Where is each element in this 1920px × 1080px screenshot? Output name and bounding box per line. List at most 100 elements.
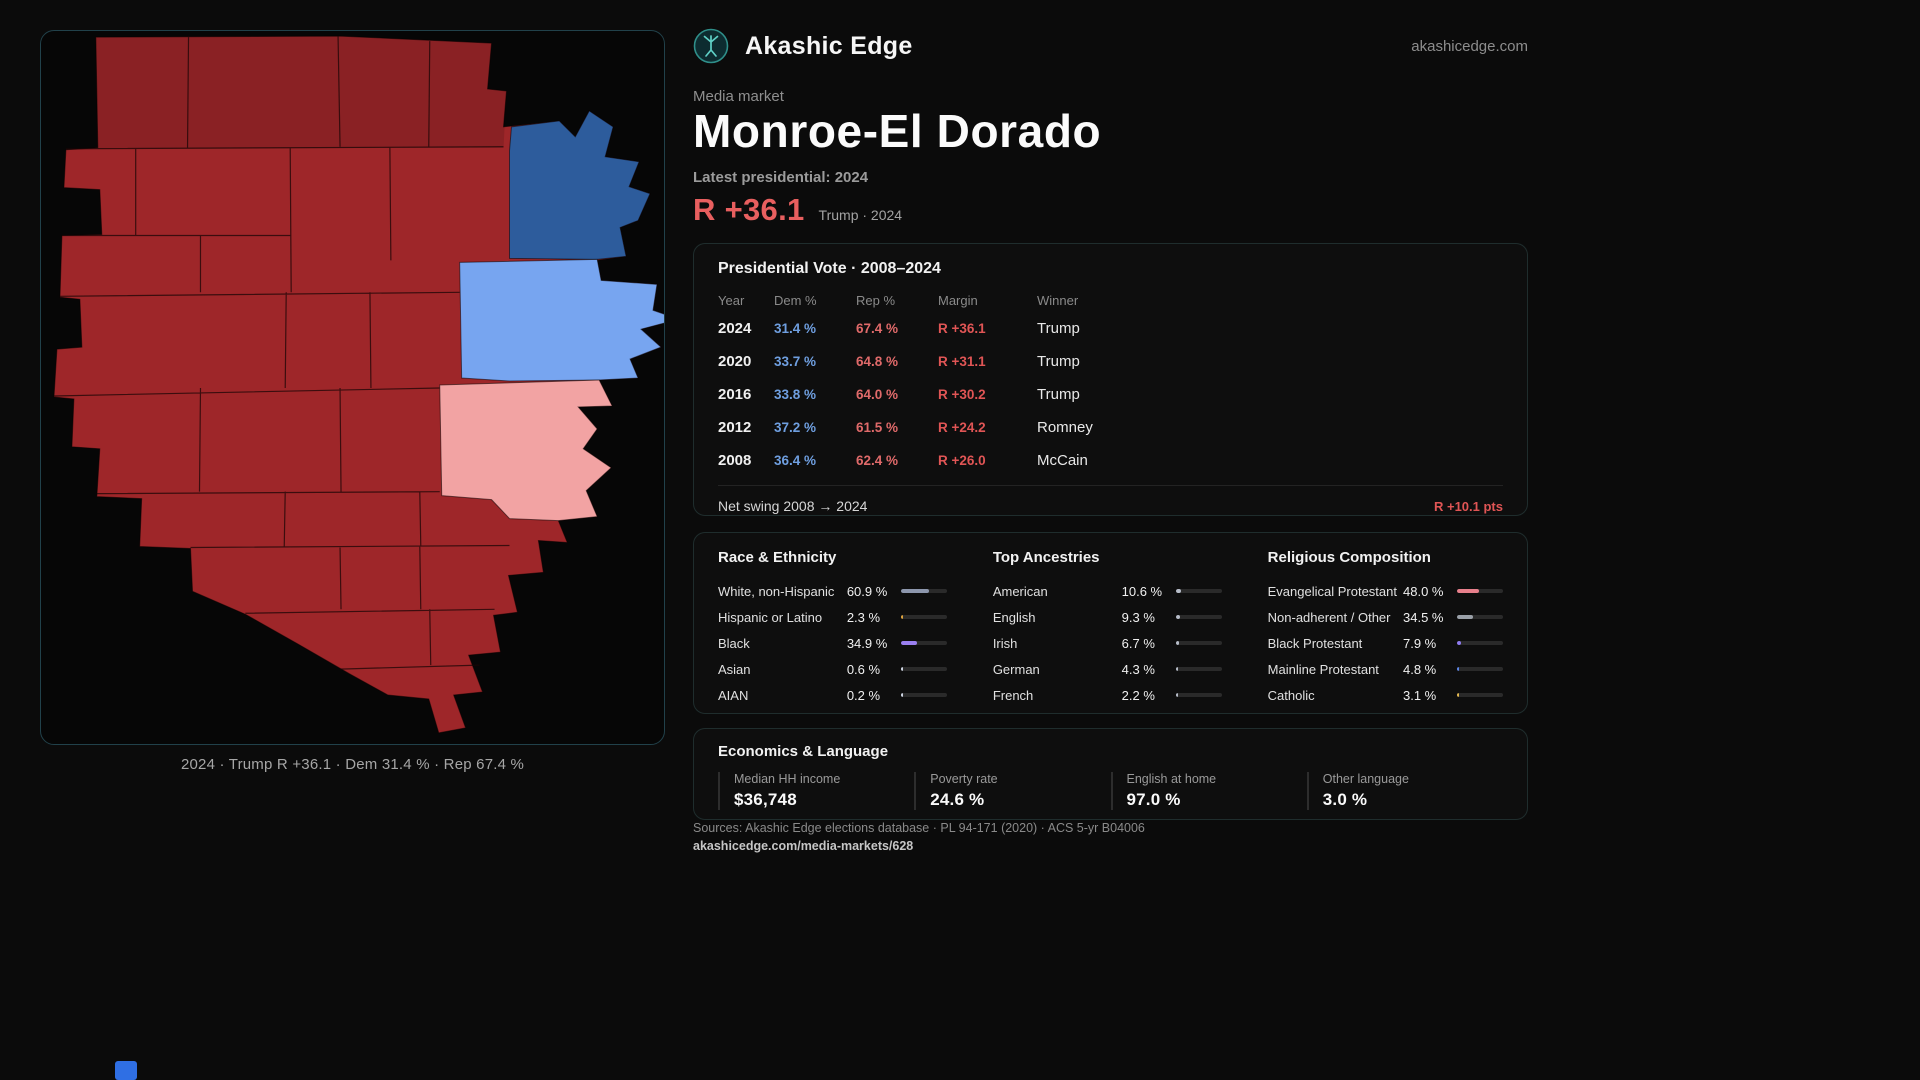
demo-row: Mainline Protestant 4.8 %: [1268, 656, 1503, 682]
stat-bar: [1175, 615, 1222, 619]
net-swing-label: Net swing 2008 → 2024: [718, 498, 868, 514]
demo-row: Irish 6.7 %: [993, 630, 1222, 656]
net-swing-row: Net swing 2008 → 2024 R +10.1 pts: [718, 485, 1503, 514]
county-borders: [53, 36, 510, 670]
winner: McCain: [1037, 452, 1088, 469]
akashic-edge-logo: [693, 28, 729, 64]
demo-row: Catholic 3.1 %: [1268, 682, 1503, 708]
map-shade-overlay: [65, 36, 507, 149]
vote-row-2012: 2012 37.2 % 61.5 % R +24.2 Romney: [718, 411, 1503, 444]
col-rep: Rep %: [856, 292, 896, 308]
dem-pct: 33.8 %: [774, 387, 817, 402]
stat-bar: [1175, 589, 1222, 593]
margin: R +36.1: [938, 321, 986, 336]
latest-presidential-label: Latest presidential: 2024: [693, 169, 869, 186]
margin: R +31.1: [938, 354, 986, 369]
margin: R +24.2: [938, 420, 986, 435]
demo-row: American 10.6 %: [993, 578, 1222, 604]
demo-row: German 4.3 %: [993, 656, 1222, 682]
race-title: Race & Ethnicity: [718, 549, 837, 566]
dem-pct: 33.7 %: [774, 354, 817, 369]
stat-bar: [900, 641, 947, 645]
year: 2012: [718, 419, 752, 436]
winner: Romney: [1037, 419, 1093, 436]
media-market-label: Media market: [693, 88, 784, 105]
vote-row-2020: 2020 33.7 % 64.8 % R +31.1 Trump: [718, 345, 1503, 378]
demo-row: Hispanic or Latino 2.3 %: [718, 604, 947, 630]
map-caption: 2024 · Trump R +36.1 · Dem 31.4 % · Rep …: [180, 756, 525, 773]
margin: R +30.2: [938, 387, 986, 402]
stat-bar: [900, 693, 947, 697]
economics-card: Economics & Language Median HH income $3…: [693, 728, 1528, 820]
stat-bar: [1457, 667, 1503, 671]
ancestries-title: Top Ancestries: [992, 549, 1100, 566]
dem-pct: 31.4 %: [774, 321, 817, 336]
winner: Trump: [1037, 353, 1080, 370]
economics-title: Economics & Language: [718, 743, 889, 760]
margin: R +26.0: [938, 453, 986, 468]
demo-row: English 9.3 %: [993, 604, 1222, 630]
sources-line: Sources: Akashic Edge elections database…: [693, 821, 1145, 835]
vote-row-2024: 2024 31.4 % 67.4 % R +36.1 Trump: [718, 312, 1503, 345]
net-swing-value: R +10.1 pts: [1433, 499, 1503, 514]
col-margin: Margin: [938, 292, 978, 308]
stat-english-at-home: English at home 97.0 %: [1110, 772, 1307, 810]
rep-pct: 67.4 %: [856, 321, 899, 336]
map-county-dem-dark: [508, 110, 651, 260]
demo-row: French 2.2 %: [993, 682, 1222, 708]
vote-table-header: Year Dem % Rep % Margin Winner: [718, 288, 1503, 312]
header: Akashic Edge akashicedge.com: [693, 28, 1528, 64]
rep-pct: 64.8 %: [856, 354, 899, 369]
ancestries-column: Top Ancestries American 10.6 % English 9…: [993, 547, 1222, 708]
headline-margin: R +36.1: [693, 192, 805, 227]
col-winner: Winner: [1037, 292, 1079, 308]
demo-row: Non-adherent / Other 34.5 %: [1268, 604, 1503, 630]
vote-row-2008: 2008 36.4 % 62.4 % R +26.0 McCain: [718, 444, 1503, 477]
col-dem: Dem %: [774, 292, 817, 308]
winner: Trump: [1037, 386, 1080, 403]
bottom-blue-artifact: [115, 1061, 137, 1080]
vote-card-title: Presidential Vote · 2008–2024: [718, 260, 941, 277]
demographics-card: Race & Ethnicity White, non-Hispanic 60.…: [693, 532, 1528, 714]
race-ethnicity-column: Race & Ethnicity White, non-Hispanic 60.…: [718, 547, 947, 708]
site-domain-link[interactable]: akashicedge.com: [1411, 37, 1528, 55]
winner: Trump: [1037, 320, 1080, 337]
presidential-vote-card: Presidential Vote · 2008–2024 Year Dem %…: [693, 243, 1528, 516]
demo-row: AIAN 0.2 %: [718, 682, 947, 708]
demo-row: Asian 0.6 %: [718, 656, 947, 682]
stat-other-language: Other language 3.0 %: [1306, 772, 1503, 810]
stat-bar: [1175, 667, 1222, 671]
year: 2024: [718, 320, 752, 337]
stat-bar: [1457, 641, 1503, 645]
map-county-rep-light: [439, 379, 613, 522]
rep-pct: 61.5 %: [856, 420, 899, 435]
map-panel: [40, 30, 665, 745]
religion-column: Religious Composition Evangelical Protes…: [1268, 547, 1503, 708]
page-title: Monroe-El Dorado: [693, 105, 1102, 157]
col-year: Year: [718, 292, 745, 308]
year: 2008: [718, 452, 752, 469]
year: 2020: [718, 353, 752, 370]
permalink-link[interactable]: akashicedge.com/media-markets/628: [693, 839, 914, 853]
vote-row-2016: 2016 33.8 % 64.0 % R +30.2 Trump: [718, 378, 1503, 411]
stat-bar: [1175, 641, 1222, 645]
demo-row: Black 34.9 %: [718, 630, 947, 656]
dem-pct: 36.4 %: [774, 453, 817, 468]
rep-pct: 64.0 %: [856, 387, 899, 402]
stat-poverty-rate: Poverty rate 24.6 %: [914, 772, 1110, 810]
headline: R +36.1 Trump · 2024: [693, 192, 902, 228]
stat-bar: [1175, 693, 1222, 697]
demo-row: Black Protestant 7.9 %: [1268, 630, 1503, 656]
religion-title: Religious Composition: [1267, 549, 1431, 566]
stat-bar: [1457, 693, 1503, 697]
stat-bar: [900, 615, 947, 619]
stat-median-hh-income: Median HH income $36,748: [718, 772, 914, 810]
year: 2016: [718, 386, 752, 403]
stat-bar: [1457, 589, 1503, 593]
map-county-dem-light: [459, 258, 664, 382]
stat-bar: [900, 589, 947, 593]
demo-row: White, non-Hispanic 60.9 %: [718, 578, 947, 604]
headline-sub: Trump · 2024: [818, 207, 903, 223]
brand-name: Akashic Edge: [745, 31, 913, 60]
